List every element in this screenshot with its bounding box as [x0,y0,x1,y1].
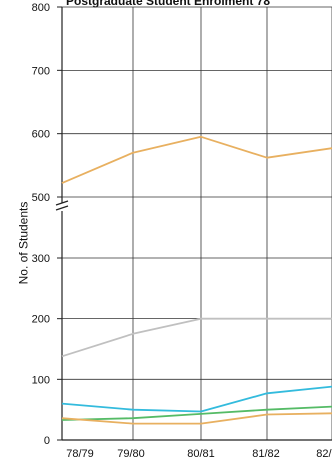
y-tick-label: 600 [32,129,50,141]
x-tick-label: 82/83 [316,448,332,460]
series-lines [61,135,332,425]
y-tick-label: 100 [32,374,50,386]
axes [55,6,332,441]
x-tick-label: 81/82 [252,448,280,460]
x-tick-label: 79/80 [117,448,145,460]
grid [62,6,332,440]
series-line-1 [61,135,332,184]
axis-break-gap [56,203,68,211]
chart-title: Postgraduate Student Enrolment 78 [66,0,271,8]
y-tick-label: 300 [32,253,50,265]
y-tick-label: 800 [32,2,50,14]
y-tick-label: 700 [32,65,50,77]
x-tick-label: 80/81 [187,448,215,460]
y-tick-label: 200 [32,314,50,326]
x-tick-label: 78/79 [66,448,94,460]
axis-break-mark [55,200,69,206]
axis-break-mark [55,205,69,211]
series-line-3 [61,385,332,413]
series-line-2 [61,317,332,358]
y-tick-label: 0 [44,435,50,447]
series-line-5 [61,412,332,425]
series-line-4 [61,405,332,421]
y-tick-labels: 800 700 600 500 300 200 100 0 [32,2,50,447]
y-tick-label: 500 [32,192,50,204]
x-tick-labels: 78/79 79/80 80/81 81/82 82/83 [66,448,332,460]
